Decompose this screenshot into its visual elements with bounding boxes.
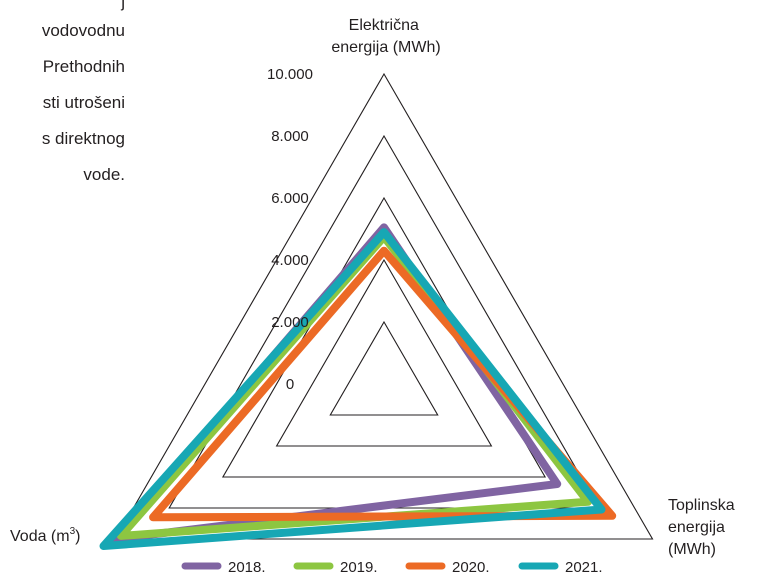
axis-label-water-text: Voda (m xyxy=(10,528,70,545)
tick-label: 10.000 xyxy=(267,66,313,83)
tick-label: 2.000 xyxy=(271,314,309,331)
legend-label: 2020. xyxy=(452,559,490,576)
series-2021 xyxy=(99,228,606,550)
axis-label-water-end: ) xyxy=(75,528,80,545)
axis-label-heat: Toplinska energija (MWh) xyxy=(668,497,739,558)
grid-ring xyxy=(114,72,654,540)
tick-label: 0 xyxy=(286,376,294,393)
tick-label: 6.000 xyxy=(271,190,309,207)
legend-label: 2019. xyxy=(340,559,378,576)
series-2018 xyxy=(111,223,562,543)
axis-label-water: Voda (m3) xyxy=(10,526,80,545)
grid-ring xyxy=(329,320,439,416)
paragraph-line: vodovodnu xyxy=(41,21,125,40)
background-paragraph: j vodovodnu Prethodnih sti utrošeni s di… xyxy=(0,0,200,200)
axis-label-electric-line1: Električna xyxy=(349,17,419,34)
legend-label: 2018. xyxy=(228,559,266,576)
grid-ring xyxy=(275,258,493,447)
axis-label-heat-line2: energija xyxy=(668,519,725,536)
legend-label: 2021. xyxy=(565,559,603,576)
chart-legend: 2018. 2019. 2020. 2021. xyxy=(181,559,603,576)
axis-label-water-sup: 3 xyxy=(70,526,76,537)
radar-series xyxy=(99,223,617,550)
axis-label-electric: Električna energija (MWh) xyxy=(331,17,440,56)
paragraph-line: vode. xyxy=(83,165,125,184)
radar-tick-labels: 0 2.000 4.000 6.000 8.000 10.000 xyxy=(267,66,313,393)
tick-label: 8.000 xyxy=(271,128,309,145)
paragraph-line: j xyxy=(121,0,125,11)
tick-label: 4.000 xyxy=(271,252,309,269)
paragraph-line: s direktnog xyxy=(41,129,125,148)
axis-label-heat-line1: Toplinska xyxy=(668,497,735,514)
paragraph-line: sti utrošeni xyxy=(42,93,125,112)
axis-label-electric-line2: energija (MWh) xyxy=(331,39,440,56)
paragraph-line: Prethodnih xyxy=(42,57,125,76)
axis-label-heat-line3: (MWh) xyxy=(668,541,716,558)
